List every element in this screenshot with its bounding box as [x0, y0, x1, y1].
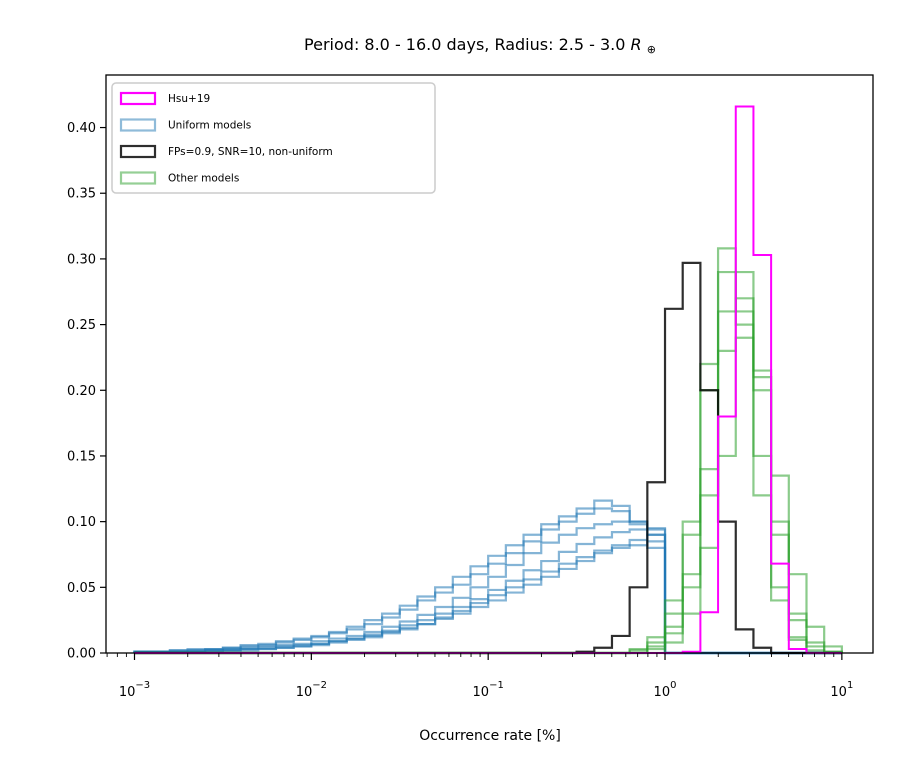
chart-title: Period: 8.0 - 16.0 days, Radius: 2.5 - 3… [304, 35, 656, 56]
x-tick-label: 10−1 [473, 680, 504, 700]
x-tick-label: 101 [830, 680, 853, 700]
x-tick-label: 10−2 [296, 680, 327, 700]
x-tick-label: 10−3 [119, 680, 150, 700]
legend: Hsu+19 Uniform models FPs=0.9, SNR=10, non… [111, 82, 436, 194]
y-tick-label: 0.40 [67, 121, 96, 136]
legend-box [111, 82, 436, 194]
x-tick-label: 100 [654, 680, 677, 700]
y-tick-label: 0.25 [67, 318, 96, 333]
series-uniform-4 [133, 499, 842, 655]
legend-label: Other models [168, 173, 239, 185]
y-tick-label: 0.35 [67, 187, 96, 202]
y-tick-label: 0.30 [67, 252, 96, 267]
y-tick-label: 0.15 [67, 449, 96, 464]
legend-swatch [119, 118, 157, 132]
y-tick-label: 0.05 [67, 581, 96, 596]
legend-label: Hsu+19 [168, 93, 210, 105]
legend-swatch [119, 144, 157, 159]
legend-label: FPs=0.9, SNR=10, non-uniform [168, 146, 333, 158]
plot-frame [105, 74, 874, 654]
x-axis-label: Occurrence rate [%] [419, 728, 561, 744]
legend-swatch [119, 171, 157, 185]
y-tick-label: 0.20 [67, 384, 96, 399]
y-axis: 0.00 0.05 0.10 0.15 0.20 0.25 0.30 0.35 0.40 [67, 121, 106, 662]
y-tick-label: 0.10 [67, 515, 96, 530]
series-uniform-5 [133, 528, 842, 655]
series-uniform-0 [133, 540, 842, 655]
legend-label: Uniform models [168, 120, 251, 132]
y-tick-label: 0.00 [67, 647, 96, 662]
legend-swatch [119, 91, 157, 106]
x-axis: 10−3 10−2 10−1 100 101 [106, 653, 853, 700]
